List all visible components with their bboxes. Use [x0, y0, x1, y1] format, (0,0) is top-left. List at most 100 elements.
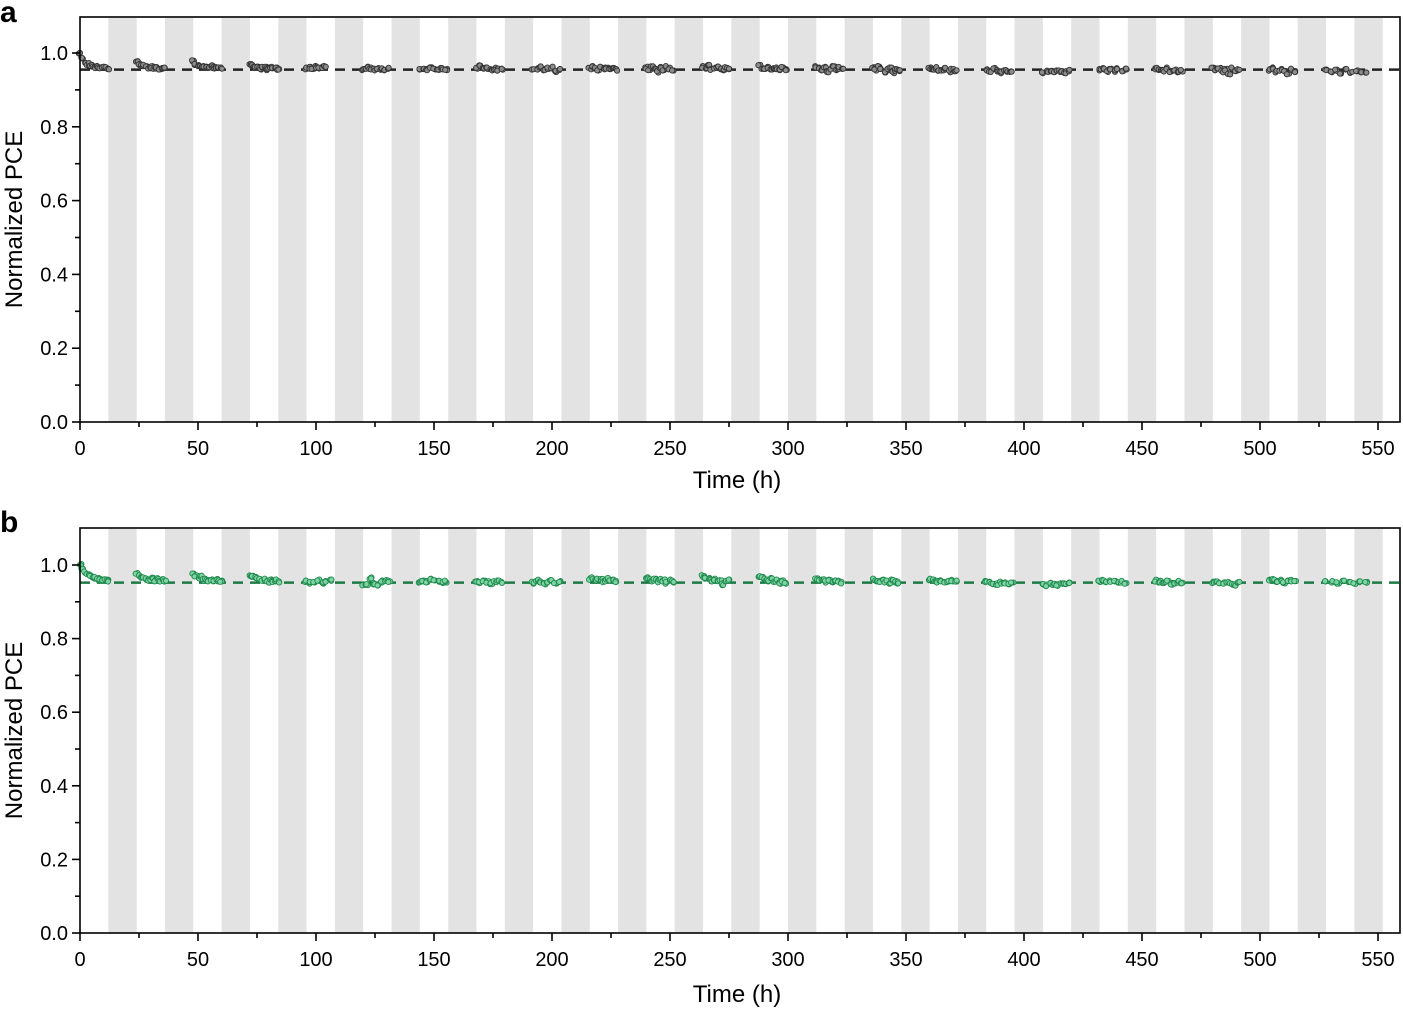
dark-period-band [1354, 529, 1383, 933]
y-tick-label: 0.0 [40, 412, 68, 434]
panel-label-a: a [0, 0, 17, 29]
data-point [556, 578, 563, 585]
data-point [550, 580, 558, 587]
data-point [1178, 580, 1185, 587]
y-tick-label: 0.6 [40, 191, 68, 213]
dark-period-band [1127, 18, 1157, 422]
x-tick-label: 150 [417, 949, 450, 971]
data-point [781, 579, 788, 587]
x-tick-label: 300 [771, 949, 804, 971]
y-tick-label: 0.4 [40, 776, 68, 798]
y-tick-label: 0.8 [40, 629, 68, 651]
data-point [1336, 70, 1344, 77]
x-tick-label: 450 [1125, 949, 1158, 971]
dark-period-band [391, 18, 420, 422]
dark-period-band [221, 18, 250, 422]
x-tick-label: 350 [889, 949, 922, 971]
dark-period-band [1241, 529, 1270, 933]
data-point [1066, 66, 1073, 73]
data-point [1356, 578, 1364, 585]
x-tick-label: 100 [299, 949, 332, 971]
data-point [1236, 578, 1243, 585]
x-tick-label: 550 [1361, 438, 1394, 460]
y-axis-label: Normalized PCE [1, 642, 28, 819]
dark-period-band [278, 18, 307, 422]
dark-period-band [448, 529, 477, 933]
data-point [314, 577, 321, 584]
dark-period-band [674, 18, 704, 422]
data-point [1291, 578, 1298, 585]
data-point [1008, 579, 1015, 586]
x-tick-label: 300 [771, 438, 804, 460]
data-point [896, 67, 903, 74]
data-point [1362, 579, 1369, 586]
dark-period-band [1014, 18, 1043, 422]
data-point [1332, 66, 1339, 73]
x-tick-label: 500 [1243, 438, 1276, 460]
data-point [1322, 578, 1329, 585]
dark-period-band [618, 529, 647, 933]
x-tick-label: 450 [1125, 438, 1158, 460]
data-point [645, 67, 652, 74]
data-point [1283, 71, 1290, 78]
data-point [556, 66, 564, 73]
dark-period-band [1354, 18, 1383, 422]
dark-period-band [108, 529, 137, 933]
data-point [1363, 69, 1370, 76]
dark-period-band [504, 18, 534, 422]
data-point [498, 579, 506, 586]
data-point [1343, 65, 1350, 72]
x-tick-label: 50 [187, 949, 209, 971]
dark-period-band [1071, 18, 1100, 422]
y-tick-label: 0.8 [40, 117, 68, 139]
y-tick-label: 0.2 [40, 338, 68, 360]
data-point [162, 577, 170, 584]
data-point [1227, 71, 1234, 78]
x-tick-label: 250 [653, 949, 686, 971]
data-point [953, 67, 960, 74]
dark-period-band [278, 529, 307, 933]
x-tick-label: 150 [417, 438, 450, 460]
data-point [840, 65, 847, 72]
dark-period-band [731, 18, 760, 422]
data-point [838, 580, 845, 587]
data-point [368, 575, 375, 582]
x-tick-label: 500 [1243, 949, 1276, 971]
data-point [670, 578, 677, 586]
dark-period-band [1014, 529, 1043, 933]
data-point [218, 65, 225, 72]
data-point [1066, 579, 1073, 587]
x-axis-label: Time (h) [693, 981, 781, 1008]
data-point [725, 65, 733, 72]
dark-period-band [957, 18, 987, 422]
data-point [1291, 69, 1298, 76]
dark-period-band [844, 529, 873, 933]
data-point [161, 64, 168, 71]
y-tick-label: 1.0 [40, 555, 68, 577]
y-tick-label: 1.0 [40, 43, 68, 65]
y-tick-label: 0.0 [40, 923, 68, 945]
dark-period-band [1184, 529, 1213, 933]
data-point [612, 579, 619, 586]
y-tick-label: 0.2 [40, 849, 68, 871]
x-tick-label: 0 [74, 949, 85, 971]
data-point [328, 576, 335, 583]
data-point [498, 65, 505, 72]
x-axis-label: Time (h) [693, 467, 781, 494]
x-tick-label: 250 [653, 438, 686, 460]
data-point [895, 580, 902, 587]
x-tick-label: 200 [535, 949, 568, 971]
x-tick-label: 400 [1007, 438, 1040, 460]
data-point [385, 64, 392, 71]
dark-period-band [788, 529, 817, 933]
dark-period-band [504, 529, 534, 933]
data-point [1113, 65, 1121, 73]
data-point [1163, 577, 1170, 584]
dark-period-band [901, 18, 930, 422]
chart-panel-a: 0 50 100 150 200 250 300 350 400 450 500 550 0.0 0.2 0… [1, 16, 1401, 494]
x-tick-label: 100 [299, 438, 332, 460]
dark-period-band [1184, 18, 1213, 422]
data-point [1121, 580, 1128, 587]
panel-label-b: b [0, 506, 19, 539]
dark-period-band [164, 18, 194, 422]
